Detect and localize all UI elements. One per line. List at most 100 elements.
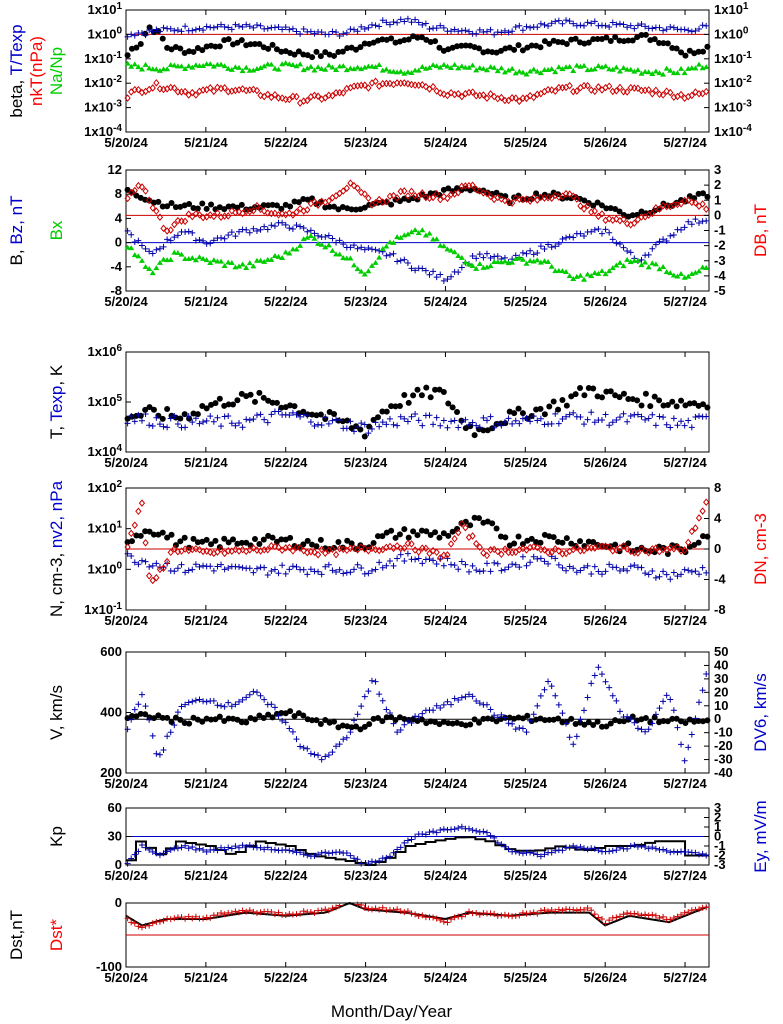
data-point bbox=[383, 243, 390, 249]
data-point bbox=[250, 24, 257, 31]
y-axis-label: B, Bz, nT bbox=[7, 196, 26, 266]
data-point bbox=[519, 544, 527, 553]
data-point bbox=[275, 909, 282, 916]
data-point bbox=[458, 42, 465, 49]
data-point bbox=[221, 84, 228, 92]
data-point bbox=[194, 205, 201, 212]
data-point bbox=[383, 421, 390, 428]
data-point bbox=[311, 197, 318, 206]
data-point bbox=[555, 420, 562, 427]
data-point bbox=[199, 402, 206, 409]
data-point bbox=[239, 24, 246, 31]
data-point bbox=[260, 714, 267, 721]
data-point bbox=[638, 402, 645, 409]
data-point bbox=[469, 693, 476, 700]
data-point bbox=[415, 230, 422, 236]
data-point bbox=[449, 188, 456, 195]
data-point bbox=[613, 262, 620, 268]
data-point bbox=[598, 723, 605, 730]
data-point bbox=[620, 911, 627, 918]
data-point bbox=[471, 716, 478, 723]
data-point bbox=[627, 842, 634, 849]
data-point bbox=[480, 189, 487, 197]
data-point bbox=[146, 65, 153, 71]
data-point bbox=[138, 557, 145, 564]
data-point bbox=[192, 561, 199, 568]
data-point bbox=[594, 199, 601, 206]
data-point bbox=[634, 22, 641, 29]
data-point bbox=[703, 87, 710, 96]
data-point bbox=[164, 236, 171, 243]
data-point bbox=[612, 33, 619, 40]
x-tick-label: 5/23/24 bbox=[344, 613, 388, 628]
x-tick-label: 5/24/24 bbox=[424, 613, 468, 628]
data-point bbox=[200, 255, 207, 261]
data-point bbox=[153, 66, 160, 72]
data-point bbox=[257, 226, 264, 233]
y-tick-label: 1x10-1 bbox=[84, 601, 122, 617]
data-point bbox=[212, 43, 219, 50]
data-point bbox=[616, 708, 623, 715]
data-point bbox=[260, 394, 267, 401]
data-point bbox=[415, 67, 422, 73]
data-point bbox=[293, 736, 300, 743]
y2-tick-label: -2 bbox=[714, 848, 726, 863]
data-point bbox=[358, 188, 365, 197]
data-point bbox=[171, 915, 178, 922]
data-point bbox=[609, 66, 616, 72]
data-point bbox=[444, 551, 451, 559]
y2-tick-label: -5 bbox=[714, 283, 726, 298]
data-point bbox=[462, 693, 469, 700]
data-point bbox=[519, 249, 526, 256]
data-point bbox=[433, 915, 440, 922]
data-point bbox=[142, 245, 149, 252]
data-point bbox=[404, 539, 412, 548]
data-point bbox=[534, 250, 541, 257]
data-point bbox=[192, 415, 199, 422]
data-point bbox=[329, 247, 336, 253]
data-point bbox=[365, 24, 372, 31]
data-point bbox=[612, 206, 619, 213]
data-point bbox=[394, 258, 401, 265]
data-point bbox=[273, 399, 280, 406]
data-point bbox=[128, 412, 135, 419]
data-point bbox=[559, 710, 566, 717]
data-point bbox=[625, 395, 632, 402]
data-point bbox=[253, 201, 261, 210]
data-point bbox=[602, 22, 609, 29]
data-point bbox=[674, 70, 681, 76]
data-point bbox=[208, 716, 215, 723]
data-point bbox=[581, 62, 588, 68]
x-tick-label: 5/22/24 bbox=[264, 455, 308, 470]
data-point bbox=[271, 223, 278, 230]
data-point bbox=[602, 411, 609, 418]
data-point bbox=[591, 226, 598, 233]
data-point bbox=[656, 397, 663, 404]
data-point bbox=[196, 563, 203, 570]
data-point bbox=[677, 90, 685, 99]
data-point bbox=[264, 545, 271, 554]
y2-tick-label: 0 bbox=[714, 829, 721, 844]
data-point bbox=[128, 553, 135, 560]
data-point bbox=[376, 82, 383, 91]
data-point bbox=[286, 910, 293, 917]
data-point bbox=[519, 410, 526, 417]
data-point bbox=[257, 205, 264, 214]
data-point bbox=[185, 913, 192, 920]
data-point bbox=[282, 570, 289, 577]
data-point bbox=[203, 547, 210, 555]
data-point bbox=[667, 88, 674, 97]
data-point bbox=[692, 849, 699, 856]
data-point bbox=[354, 28, 361, 35]
data-point bbox=[394, 906, 401, 913]
data-point bbox=[149, 920, 156, 927]
data-point bbox=[131, 418, 138, 425]
data-point bbox=[171, 722, 178, 729]
data-point bbox=[167, 237, 174, 244]
data-point bbox=[616, 844, 623, 851]
x-tick-label: 5/20/24 bbox=[104, 135, 148, 150]
data-point bbox=[150, 406, 157, 413]
data-point bbox=[616, 37, 623, 44]
data-point bbox=[394, 846, 401, 853]
